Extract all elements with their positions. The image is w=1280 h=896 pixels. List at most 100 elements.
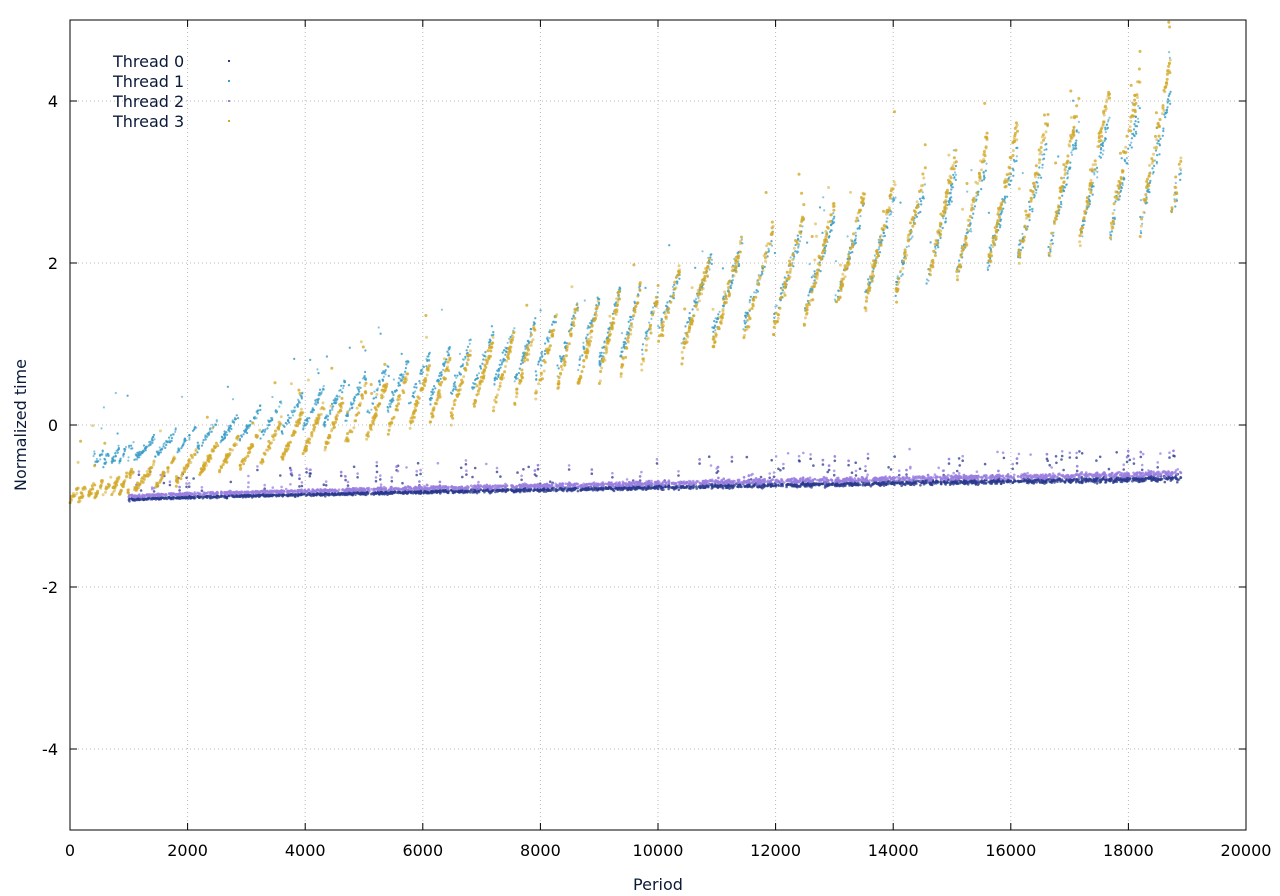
data-point (834, 294, 837, 297)
data-point (716, 484, 720, 487)
data-point (873, 254, 877, 257)
data-point (677, 474, 680, 477)
data-point (611, 476, 614, 479)
data-point (290, 493, 293, 497)
data-point (1170, 478, 1174, 481)
data-point (375, 464, 379, 468)
data-point (317, 394, 320, 397)
data-point (1102, 149, 1105, 152)
data-point (951, 186, 955, 189)
data-point (1055, 461, 1058, 465)
data-point (1035, 481, 1038, 484)
data-point (401, 492, 405, 495)
data-point (681, 484, 684, 488)
data-point (152, 433, 155, 437)
data-point (1095, 477, 1099, 480)
data-point (275, 410, 279, 413)
data-point (942, 217, 945, 220)
data-point (444, 489, 447, 493)
data-point (555, 489, 559, 492)
data-point (1136, 117, 1140, 120)
data-point (334, 493, 338, 497)
data-point (1041, 153, 1044, 156)
data-point (516, 471, 519, 474)
data-point (1098, 479, 1102, 482)
data-point (935, 480, 938, 483)
data-point (874, 481, 877, 485)
data-point (779, 468, 782, 472)
data-point (879, 484, 882, 488)
data-point (1168, 51, 1171, 54)
data-point (961, 459, 964, 463)
data-point (711, 484, 715, 487)
data-point (955, 469, 959, 473)
data-point (866, 457, 870, 460)
data-point (859, 215, 862, 218)
data-point (699, 486, 702, 490)
data-point (495, 470, 499, 474)
data-point (1021, 171, 1024, 175)
data-point (185, 485, 188, 489)
data-point (201, 441, 204, 444)
data-point (733, 484, 736, 487)
data-point (351, 492, 355, 495)
data-point (1163, 480, 1167, 484)
data-point (522, 468, 525, 471)
data-point (116, 451, 119, 454)
data-point (127, 498, 131, 502)
data-point (801, 482, 805, 486)
data-point (768, 476, 771, 480)
data-point (324, 484, 328, 487)
data-point (1179, 476, 1183, 480)
data-point (1074, 478, 1078, 481)
data-point (227, 424, 230, 428)
data-point (919, 484, 922, 487)
data-point (854, 461, 857, 465)
data-point (620, 332, 624, 335)
data-point (901, 273, 904, 276)
data-point (452, 491, 455, 495)
data-point (414, 390, 417, 393)
data-point (354, 493, 357, 496)
data-point (419, 472, 422, 476)
data-point (1139, 455, 1143, 459)
data-point (796, 484, 799, 487)
data-point (99, 458, 102, 461)
data-point (1053, 479, 1057, 482)
data-point (188, 436, 191, 439)
data-point (548, 337, 551, 340)
data-point (1011, 467, 1014, 471)
data-point (715, 471, 718, 475)
data-point (187, 485, 191, 489)
data-point (641, 353, 644, 356)
data-point (786, 482, 790, 486)
data-point (1175, 477, 1179, 481)
data-point (536, 467, 540, 471)
data-point (176, 497, 180, 500)
data-point (704, 485, 707, 488)
data-point (404, 367, 407, 370)
data-point (152, 490, 156, 493)
data-point (832, 473, 836, 477)
data-point (970, 230, 973, 233)
data-point (793, 484, 797, 488)
data-point (857, 481, 860, 485)
data-point (811, 484, 814, 487)
data-point (310, 494, 313, 498)
data-point (834, 260, 838, 263)
data-point (770, 458, 773, 462)
data-point (985, 162, 988, 165)
data-point (375, 491, 379, 495)
data-point (627, 487, 630, 491)
data-point (358, 381, 361, 384)
data-point (907, 245, 910, 248)
data-point (1095, 166, 1099, 169)
data-point (387, 374, 390, 377)
data-point (231, 398, 235, 401)
data-point (1125, 460, 1129, 464)
data-point (842, 484, 845, 488)
data-point (957, 457, 961, 460)
data-point (164, 446, 167, 449)
data-point (325, 493, 329, 496)
data-point (619, 488, 622, 492)
